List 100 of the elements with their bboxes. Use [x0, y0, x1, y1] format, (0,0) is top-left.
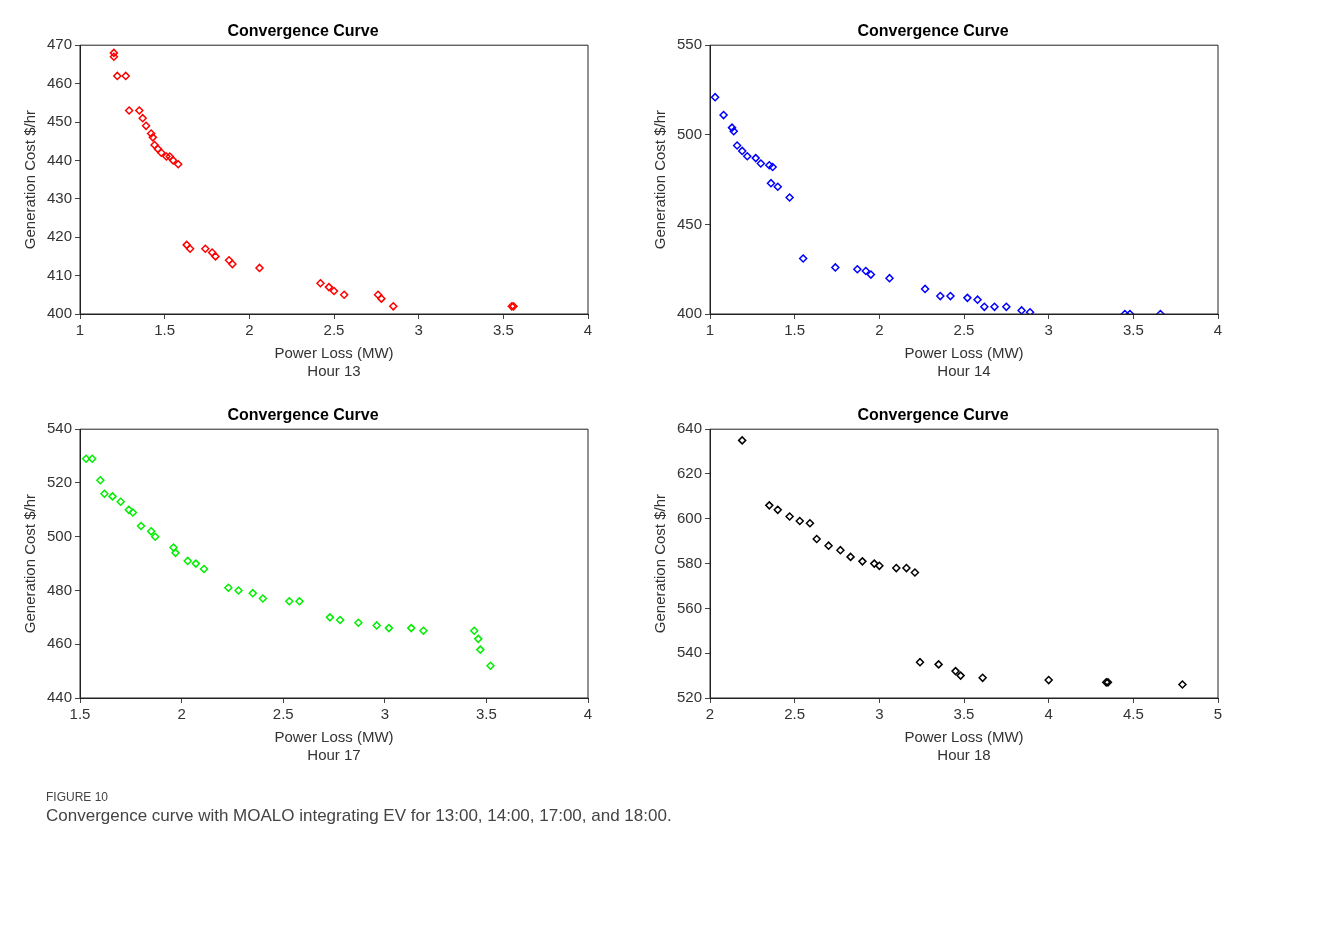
- chart-title: Convergence Curve: [857, 22, 1009, 40]
- y-tick-label: 440: [47, 150, 73, 168]
- x-tick-label: 4: [1213, 321, 1223, 339]
- point: [853, 264, 862, 274]
- x-tick-label: 1.5: [69, 705, 91, 723]
- x-tick-label: 3.5: [953, 705, 975, 723]
- point: [201, 244, 210, 253]
- point: [191, 559, 201, 568]
- point: [258, 594, 268, 603]
- point: [956, 671, 965, 680]
- x-tick-label: 1: [75, 321, 85, 339]
- point: [1017, 306, 1026, 314]
- point: [1178, 680, 1187, 689]
- point: [199, 564, 209, 574]
- point: [150, 532, 160, 541]
- point: [486, 661, 495, 670]
- point: [768, 162, 777, 172]
- y-tick-label: 460: [47, 73, 73, 91]
- point: [87, 454, 97, 464]
- y-axis-title: Generation Cost $/hr: [21, 493, 39, 634]
- point: [910, 568, 920, 577]
- x-tick-label: 3: [380, 705, 389, 723]
- point: [902, 563, 911, 573]
- y-tick-label: 500: [677, 124, 703, 142]
- point: [325, 613, 335, 622]
- point: [248, 588, 257, 598]
- point: [124, 106, 134, 115]
- point: [973, 295, 982, 304]
- point: [406, 623, 416, 633]
- point: [224, 583, 233, 593]
- point: [798, 254, 808, 263]
- point: [812, 534, 821, 544]
- y-tick-label: 540: [677, 643, 703, 661]
- y-tick-label: 600: [677, 508, 703, 526]
- x-tick-label: 1.5: [154, 321, 176, 339]
- point: [846, 552, 855, 562]
- point: [171, 548, 180, 558]
- y-tick-label: 460: [47, 634, 73, 652]
- point: [150, 140, 159, 150]
- y-tick-label: 520: [677, 688, 703, 706]
- y-tick-label: 430: [47, 188, 73, 206]
- point: [377, 294, 386, 303]
- point: [113, 71, 122, 81]
- point: [756, 159, 766, 168]
- y-axis-title: Generation Cost $/hr: [651, 493, 669, 634]
- x-tick-label: 2.5: [953, 321, 975, 339]
- point: [124, 505, 134, 515]
- point: [875, 561, 884, 571]
- point: [920, 284, 930, 294]
- y-tick-label: 500: [47, 526, 73, 544]
- point: [173, 159, 183, 169]
- point: [751, 153, 760, 163]
- point: [169, 543, 178, 552]
- point: [136, 521, 146, 531]
- x-tick-label: 1.5: [784, 321, 806, 339]
- point: [121, 71, 130, 81]
- point: [141, 121, 151, 131]
- text: Convergence curve with MOALO integrating EV for 13:00, 14:00, 17:00, and 18:00.: [46, 806, 673, 826]
- x-tick-label: 2: [705, 705, 715, 723]
- caption: FIGURE 10: [46, 790, 109, 804]
- point: [795, 516, 805, 526]
- point: [419, 626, 428, 636]
- point: [978, 673, 987, 683]
- point: [335, 615, 345, 625]
- point: [824, 541, 833, 550]
- point: [324, 282, 334, 292]
- point: [148, 133, 158, 142]
- point: [146, 527, 156, 536]
- x-tick-label: 2.5: [272, 705, 294, 723]
- point: [108, 492, 117, 501]
- y-tick-label: 400: [47, 304, 73, 322]
- point: [329, 286, 339, 296]
- point: [135, 106, 144, 115]
- point: [476, 645, 485, 654]
- point: [732, 141, 742, 150]
- point: [339, 290, 349, 300]
- x-tick-label: 3.5: [492, 321, 514, 339]
- point: [474, 634, 483, 644]
- point: [766, 178, 776, 188]
- x-tick-label: 2: [177, 705, 186, 723]
- x-axis-title: Power Loss (MW) Hour 17: [274, 728, 394, 764]
- point: [858, 557, 867, 566]
- point: [138, 113, 147, 123]
- point: [831, 263, 840, 272]
- y-axis-title: Generation Cost $/hr: [21, 109, 39, 250]
- point: [128, 508, 138, 517]
- point: [234, 586, 243, 595]
- point: [295, 596, 304, 606]
- y-tick-label: 550: [677, 35, 703, 53]
- point: [81, 454, 91, 464]
- point: [255, 263, 264, 273]
- point: [162, 152, 171, 161]
- point: [773, 182, 783, 192]
- x-axis-title: Power Loss (MW) Hour 14: [904, 344, 1024, 380]
- x-tick-label: 3.5: [1122, 321, 1144, 339]
- point: [785, 193, 794, 202]
- point: [165, 152, 175, 161]
- x-axis-title: Power Loss (MW) Hour 13: [274, 344, 394, 380]
- point: [805, 519, 815, 528]
- point: [224, 255, 234, 265]
